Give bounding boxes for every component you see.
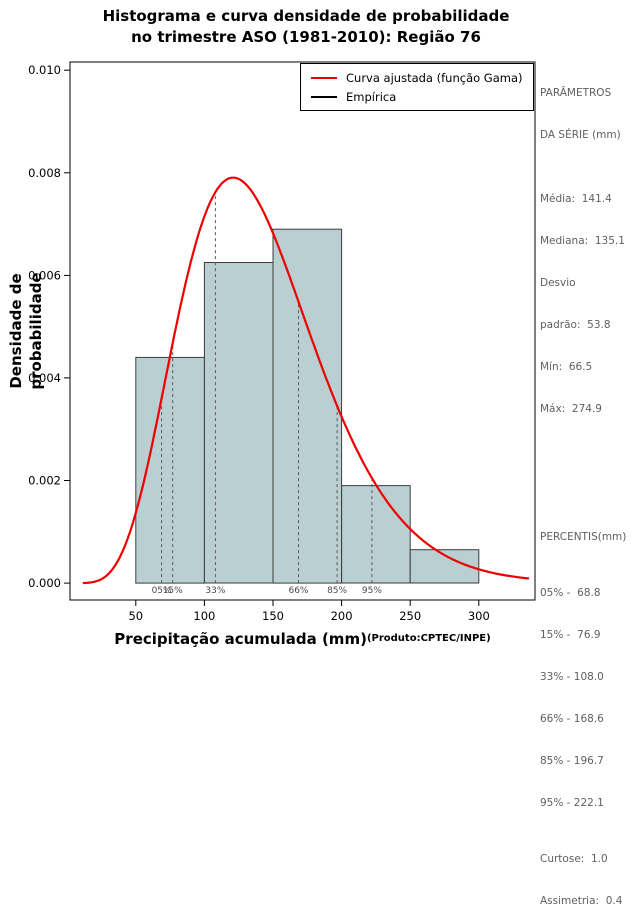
y-axis-label: Densidade de probabilidade <box>7 272 45 390</box>
percentile-label: 33% <box>205 586 225 596</box>
stat-sd-word: Desvio <box>540 277 576 289</box>
histogram-bar <box>341 485 411 584</box>
stat-mean: Média: 141.4 <box>540 193 612 205</box>
x-axis-label-text: Precipitação acumulada (mm) <box>114 630 367 648</box>
percentile-label: 66% <box>288 586 308 596</box>
percentile-label: 85% <box>327 586 347 596</box>
percentile-label: 95% <box>362 586 382 596</box>
percentil-05: 05% - 68.8 <box>540 587 601 599</box>
histogram-bar <box>272 228 343 584</box>
y-tick-label: 0.002 <box>28 474 61 488</box>
series-stats-panel: PARÂMETROS DA SÉRIE (mm) Média: 141.4 Me… <box>540 58 640 922</box>
legend-item-empirical: Empírica <box>311 87 523 106</box>
y-tick-label: 0.010 <box>28 63 61 77</box>
legend-label-gamma: Curva ajustada (função Gama) <box>346 70 523 85</box>
x-tick-label: 50 <box>128 609 143 623</box>
stat-skewness: Assimetria: 0.4 <box>540 895 623 907</box>
x-axis-label: Precipitação acumulada (mm)(Produto:CPTE… <box>70 630 535 648</box>
params-header-line2: DA SÉRIE (mm) <box>540 129 621 141</box>
x-tick-label: 250 <box>399 609 421 623</box>
stat-kurtosis: Curtose: 1.0 <box>540 853 608 865</box>
chart-title: Histograma e curva densidade de probabil… <box>0 6 612 48</box>
plot-area: 05%15% 33% 66% 85% 95% 50 100 150 200 250 300 0.000… <box>28 61 536 623</box>
percentile-label: 05% <box>152 586 172 596</box>
params-header-line1: PARÂMETROS <box>540 87 612 99</box>
x-tick-label: 300 <box>468 609 490 623</box>
product-credit: (Produto:CPTEC/INPE) <box>366 633 491 644</box>
x-tick-label: 150 <box>262 609 284 623</box>
x-tick-label: 200 <box>331 609 353 623</box>
x-tick-label: 100 <box>193 609 215 623</box>
legend: Curva ajustada (função Gama) Empírica <box>300 63 534 111</box>
gamma-curve <box>82 176 530 585</box>
y-tick-label: 0.004 <box>28 371 61 385</box>
legend-item-gamma-curve: Curva ajustada (função Gama) <box>311 68 523 87</box>
y-tick-label: 0.006 <box>28 268 61 282</box>
legend-black-line-swatch <box>311 95 337 98</box>
chart-title-line2: no trimestre ASO (1981-2010): Região 76 <box>131 28 481 46</box>
stat-min: Mín: 66.5 <box>540 361 593 373</box>
chart-title-line1: Histograma e curva densidade de probabil… <box>102 7 510 25</box>
percentil-85: 85% - 196.7 <box>540 755 604 767</box>
percentile-label: 15% <box>163 586 183 596</box>
stat-max: Máx: 274.9 <box>540 403 602 415</box>
percentis-header: PERCENTIS(mm) <box>540 531 627 543</box>
percentil-33: 33% - 108.0 <box>540 671 604 683</box>
y-tick-label: 0.000 <box>28 576 61 590</box>
percentil-95: 95% - 222.1 <box>540 797 604 809</box>
stat-median: Mediana: 135.1 <box>540 235 625 247</box>
stat-sd-value: padrão: 53.8 <box>540 319 611 331</box>
percentil-15: 15% - 76.9 <box>540 629 601 641</box>
y-tick-label: 0.008 <box>28 166 61 180</box>
histogram-bar <box>203 262 274 584</box>
percentil-66: 66% - 168.6 <box>540 713 604 725</box>
legend-red-line-swatch <box>311 76 337 79</box>
legend-label-empirical: Empírica <box>346 89 397 104</box>
